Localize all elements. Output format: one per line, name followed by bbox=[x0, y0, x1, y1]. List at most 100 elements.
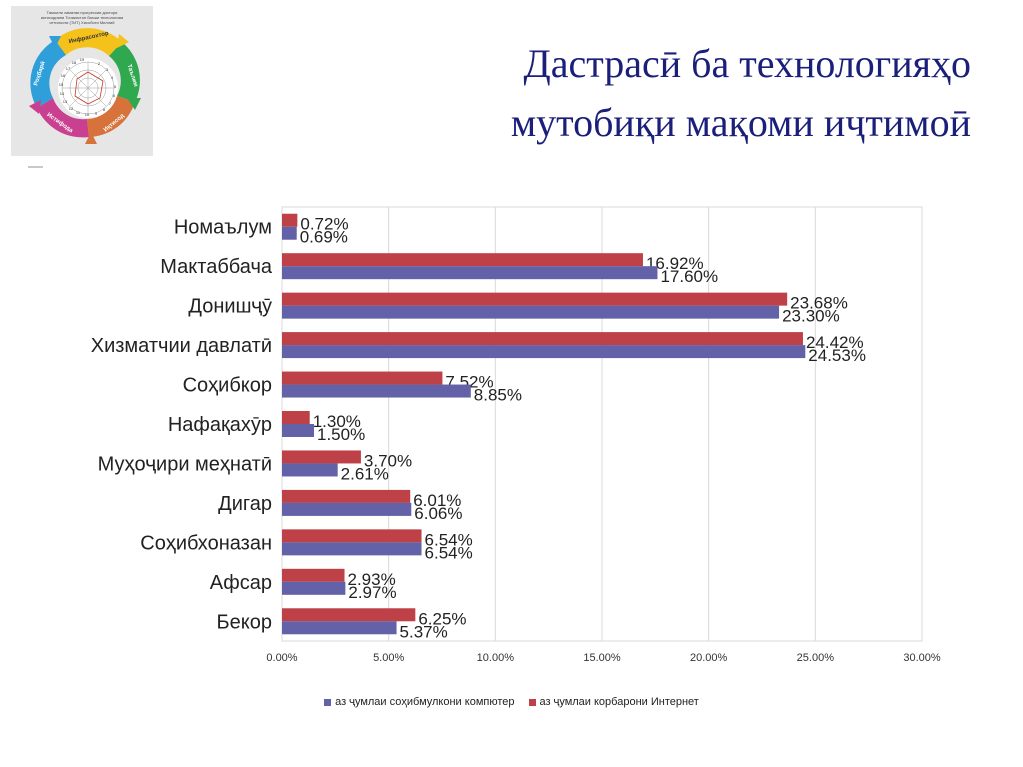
bar bbox=[282, 621, 397, 635]
bar bbox=[282, 332, 803, 346]
legend-item: аз ҷумлаи соҳибмулкони компютер bbox=[324, 696, 515, 708]
data-label: 2.93% bbox=[348, 570, 396, 589]
bar bbox=[282, 568, 345, 582]
svg-text:3: 3 bbox=[106, 67, 109, 72]
legend-swatch bbox=[324, 698, 332, 706]
logo-arrow-magenta bbox=[29, 100, 41, 114]
data-label: 6.25% bbox=[418, 609, 466, 628]
x-tick-label: 20.00% bbox=[690, 652, 728, 664]
category-label: Номаълум bbox=[174, 217, 272, 239]
data-label: 23.68% bbox=[790, 294, 848, 313]
logo-caption-2: иктисодияни Точикистон бахши технологияи bbox=[41, 15, 123, 20]
bar bbox=[282, 463, 338, 477]
data-label: 6.06% bbox=[414, 504, 462, 523]
data-label: 8.85% bbox=[474, 386, 522, 405]
bar bbox=[282, 542, 422, 556]
svg-text:18: 18 bbox=[72, 60, 77, 65]
x-tick-label: 5.00% bbox=[373, 652, 404, 664]
bar bbox=[282, 489, 411, 503]
legend-item: аз ҷумлаи корбарони Интернет bbox=[528, 696, 699, 708]
logo: Тамоили хаматаи прогрессии доктори иктис… bbox=[11, 6, 153, 156]
x-tick-label: 15.00% bbox=[583, 652, 621, 664]
logo-divider bbox=[28, 166, 43, 168]
x-tick-label: 0.00% bbox=[266, 652, 297, 664]
bar-chart: 0.00% 5.00% 10.00% 15.00% 20.00% 25.00% 30.00%… bbox=[91, 206, 941, 664]
svg-text:15: 15 bbox=[59, 82, 64, 87]
bar bbox=[282, 411, 310, 424]
bar bbox=[282, 384, 471, 398]
bar bbox=[282, 450, 361, 464]
data-label: 2.97% bbox=[348, 583, 396, 602]
logo-segment-magenta bbox=[37, 98, 89, 138]
x-tick-label: 10.00% bbox=[477, 652, 515, 664]
svg-text:14: 14 bbox=[60, 91, 65, 96]
logo-caption-3: иттилооти (ТИТ) Хисоботи Миллий bbox=[49, 20, 114, 25]
bar bbox=[282, 424, 314, 437]
data-label: 23.30% bbox=[782, 307, 840, 326]
bar bbox=[282, 371, 443, 385]
data-label: 0.72% bbox=[300, 215, 348, 234]
category-label: Мактаббача bbox=[160, 256, 273, 278]
logo-spider-web bbox=[61, 61, 115, 115]
legend-label: аз ҷумлаи корбарони Интернет bbox=[539, 696, 699, 708]
svg-text:5: 5 bbox=[114, 84, 117, 89]
legend-label: аз ҷумлаи соҳибмулкони компютер bbox=[335, 696, 515, 708]
svg-text:11: 11 bbox=[76, 110, 81, 115]
x-tick-label: 25.00% bbox=[797, 652, 835, 664]
svg-text:19: 19 bbox=[80, 57, 85, 62]
svg-text:9: 9 bbox=[95, 111, 98, 116]
category-label: Дигар bbox=[218, 493, 272, 515]
svg-text:13: 13 bbox=[63, 99, 68, 104]
slide-title: Дастрасӣ ба технологияҳо мутобиқи мақоми… bbox=[331, 34, 971, 152]
logo-segment-yellow bbox=[55, 28, 122, 56]
data-label: 17.60% bbox=[660, 267, 718, 286]
svg-text:10: 10 bbox=[85, 112, 90, 117]
data-label: 1.30% bbox=[313, 412, 361, 431]
data-label: 6.01% bbox=[413, 491, 461, 510]
logo-arrow-green bbox=[127, 98, 141, 110]
bar bbox=[282, 213, 298, 227]
logo-segment-blue bbox=[30, 40, 66, 108]
bar bbox=[282, 502, 412, 516]
svg-text:2: 2 bbox=[98, 61, 101, 66]
logo-caption-1: Тамоили хаматаи прогрессии доктори bbox=[47, 10, 118, 15]
data-label: 6.54% bbox=[425, 530, 473, 549]
category-label: Донишҷӯ bbox=[188, 296, 272, 318]
category-label: Соҳибхоназан bbox=[140, 532, 272, 554]
legend-swatch bbox=[528, 698, 536, 706]
slide-title-line-1: Дастрасӣ ба технологияҳо bbox=[523, 41, 971, 86]
logo-wheel-numbers: 2 3 4 5 6 7 8 9 10 11 12 13 14 15 16 17 … bbox=[59, 57, 117, 117]
svg-text:7: 7 bbox=[109, 101, 112, 106]
category-label: Нафақахӯр bbox=[168, 414, 272, 436]
logo-wheel-graphic: Тамоили хаматаи прогрессии доктори иктис… bbox=[29, 10, 141, 144]
data-label: 16.92% bbox=[646, 254, 704, 273]
data-label: 1.50% bbox=[317, 425, 365, 444]
data-label: 2.61% bbox=[341, 464, 389, 483]
svg-text:6: 6 bbox=[113, 93, 116, 98]
svg-text:12: 12 bbox=[69, 106, 74, 111]
svg-text:8: 8 bbox=[103, 107, 106, 112]
bar bbox=[282, 581, 346, 595]
bar bbox=[282, 292, 788, 306]
category-label: Бекор bbox=[217, 611, 272, 633]
bar bbox=[282, 608, 416, 622]
svg-text:16: 16 bbox=[61, 73, 66, 78]
data-label: 0.69% bbox=[300, 228, 348, 247]
category-label: Афсар bbox=[210, 572, 272, 594]
logo-arrow-yellow bbox=[117, 34, 129, 48]
logo-radar-shape bbox=[74, 71, 104, 105]
slide-title-line-2: мутобиқи мақоми иҷтимоӣ bbox=[510, 100, 971, 145]
logo-segment-orange bbox=[87, 96, 135, 137]
category-label: Хизматчии давлатӣ bbox=[91, 335, 272, 357]
svg-text:17: 17 bbox=[66, 66, 71, 71]
chart-legend: аз ҷумлаи соҳибмулкони компютер аз ҷумлаи… bbox=[0, 696, 1023, 708]
logo-arrow-orange bbox=[85, 132, 97, 144]
bar bbox=[282, 529, 422, 543]
bar bbox=[282, 266, 658, 280]
logo-segment-green bbox=[109, 42, 140, 102]
bar bbox=[282, 226, 297, 240]
data-label: 6.54% bbox=[425, 543, 473, 562]
category-label: Муҳоҷири меҳнатӣ bbox=[98, 453, 272, 475]
data-label: 24.53% bbox=[808, 346, 866, 365]
data-label: 24.42% bbox=[806, 333, 864, 352]
